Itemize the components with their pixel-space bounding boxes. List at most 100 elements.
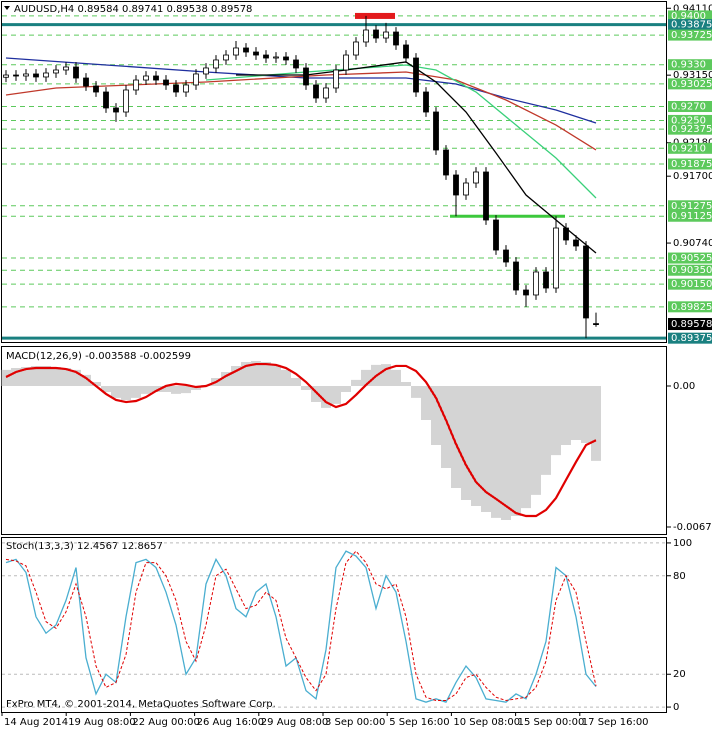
x-tick-label: 10 Sep 08:00 (453, 717, 520, 728)
level-label-bg (668, 123, 712, 135)
level-label: 0.9270 (671, 102, 706, 113)
level-label-bg (668, 200, 712, 212)
candle-body (43, 72, 49, 78)
candle-body (83, 77, 89, 87)
x-tick-label: 15 Sep 00:00 (518, 717, 585, 728)
candle-body (503, 249, 509, 263)
x-tick-label: 3 Sep 00:00 (325, 717, 385, 728)
level-label: 0.91875 (671, 159, 712, 170)
x-tick-label: 5 Sep 16:00 (389, 717, 449, 728)
level-label: 0.90350 (671, 265, 712, 276)
highlight (450, 214, 565, 218)
level-label: 0.9400 (671, 11, 706, 22)
level-label-bg (668, 158, 712, 170)
level-label: 0.9250 (671, 115, 706, 126)
level-label: 0.91125 (671, 211, 712, 222)
level-label: 0.90525 (671, 253, 712, 264)
level-label-bg (668, 10, 712, 22)
candle-body (463, 182, 469, 196)
candle-body (253, 51, 259, 56)
y-tick-label: -0.006756 (673, 522, 712, 533)
candle-body (523, 289, 529, 296)
candle-body (143, 75, 149, 81)
candle-body (223, 54, 229, 61)
candle-body (233, 47, 239, 56)
candle-body (493, 219, 499, 251)
level-label-bg (668, 332, 712, 344)
candle-body (553, 227, 559, 289)
y-tick-label: 0 (673, 702, 679, 713)
x-tick-label: 26 Aug 16:00 (197, 717, 264, 728)
level-label-bg (668, 301, 712, 313)
level-label: 0.89825 (671, 302, 712, 313)
level-label-bg (668, 264, 712, 276)
moving-average (236, 61, 597, 254)
candle-body (573, 239, 579, 247)
candle-body (393, 31, 399, 46)
highlight (355, 12, 395, 19)
candle-body (343, 54, 349, 71)
candle-body (3, 74, 9, 78)
y-tick-label: 0.94110 (673, 3, 712, 14)
level-label-bg (668, 114, 712, 126)
candle-body (283, 56, 289, 61)
candle-body (173, 84, 179, 93)
x-tick-label: 17 Sep 16:00 (582, 717, 649, 728)
candle-body (73, 66, 79, 79)
macd-panel (1, 346, 667, 535)
candle-body (453, 174, 459, 196)
y-tick-label: 0.93150 (673, 70, 712, 81)
candle-body (263, 54, 269, 59)
y-tick-label: 100 (673, 538, 692, 549)
y-tick-label: 80 (673, 571, 686, 582)
candle-body (303, 67, 309, 86)
level-label: 0.93725 (671, 30, 712, 41)
level-label: 0.90150 (671, 279, 712, 290)
level-label: 0.9330 (671, 60, 706, 71)
candle-body (273, 56, 279, 59)
title-icon (4, 6, 10, 10)
candle-body (323, 87, 329, 99)
level-label-bg (668, 252, 712, 264)
candle-body (193, 73, 199, 86)
stoch-title: Stoch(13,3,3) 12.4567 12.8657 (6, 541, 163, 552)
candle-body (383, 31, 389, 39)
level-label-bg (668, 210, 712, 222)
level-label-bg (668, 59, 712, 71)
candle-body (33, 73, 39, 78)
y-tick-label: 20 (673, 669, 686, 680)
candle-body (213, 59, 219, 69)
level-label-bg (668, 78, 712, 90)
candle-body (423, 91, 429, 113)
y-tick-label: 0.91700 (673, 171, 712, 182)
level-label: 0.91275 (671, 201, 712, 212)
candle-body (413, 57, 419, 93)
last-price-bg (668, 318, 712, 331)
y-tick-label: 0.00 (673, 381, 695, 392)
x-tick-label: 14 Aug 2014 (4, 717, 68, 728)
candle-body (433, 111, 439, 151)
candle-body (583, 245, 589, 319)
level-label: 0.93875 (671, 20, 712, 31)
level-label: 0.89375 (671, 333, 712, 344)
candle-body (23, 73, 29, 77)
candle-body (63, 66, 69, 71)
x-tick-label: 22 Aug 00:00 (132, 717, 199, 728)
candle-body (353, 41, 359, 56)
candle-body (183, 84, 189, 93)
candle-body (333, 69, 339, 89)
candle-body (473, 171, 479, 184)
candle-body (153, 75, 159, 81)
price-panel (1, 1, 667, 343)
candle-body (133, 79, 139, 91)
candle-body (563, 227, 569, 241)
candle-body (103, 91, 109, 109)
moving-average (5, 57, 597, 124)
chart-title: AUDUSD,H4 0.89584 0.89741 0.89538 0.8957… (14, 4, 252, 15)
stoch-panel (1, 537, 667, 713)
candle-body (403, 44, 409, 59)
candle-body (513, 261, 519, 291)
candle-body (373, 29, 379, 39)
last-price-label: 0.89578 (671, 319, 712, 330)
